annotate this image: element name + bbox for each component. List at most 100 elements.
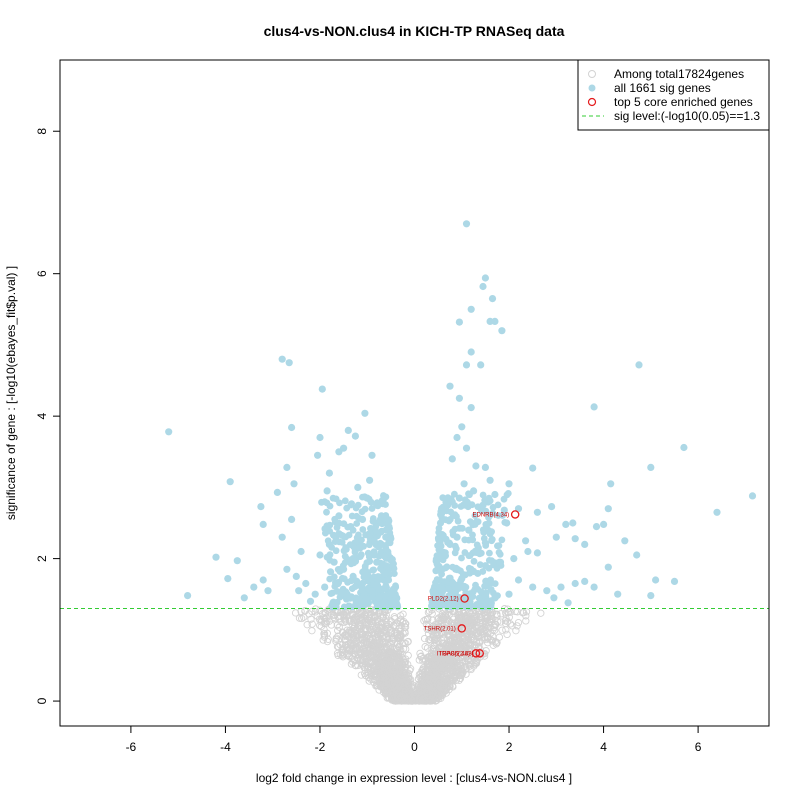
sig-point [467, 404, 475, 412]
sig-point [581, 540, 589, 549]
nonsig-point [389, 654, 398, 663]
sig-point [471, 512, 479, 519]
nonsig-point [512, 627, 520, 635]
x-tick-label: 2 [506, 740, 513, 754]
sig-point [479, 282, 487, 291]
nonsig-point [346, 640, 355, 648]
sig-point [450, 589, 458, 597]
x-axis-label: log2 fold change in expression level : [… [256, 771, 572, 785]
nonsig-point [372, 682, 380, 690]
nonsig-point [483, 618, 491, 627]
nonsig-point [470, 662, 478, 670]
nonsig-point [389, 688, 397, 697]
sig-point [460, 480, 468, 488]
sig-point [259, 520, 267, 529]
nonsig-point [428, 610, 436, 618]
nonsig-point [430, 687, 438, 695]
nonsig-point [426, 652, 434, 660]
sig-point [316, 551, 324, 559]
sig-point [470, 557, 478, 565]
nonsig-point [360, 639, 368, 647]
nonsig-point [474, 615, 482, 624]
sig-point [440, 600, 448, 607]
nonsig-point [432, 649, 441, 658]
top-gene-marker [510, 510, 520, 519]
nonsig-point [362, 608, 370, 617]
sig-point [240, 594, 248, 602]
nonsig-point [376, 623, 385, 631]
sig-point [444, 501, 452, 509]
sig-point [571, 535, 579, 543]
sig-point [471, 521, 479, 528]
sig-point [184, 592, 192, 600]
sig-point [165, 428, 173, 436]
sig-point [456, 602, 463, 609]
sig-point [436, 552, 443, 560]
sig-point [342, 590, 350, 598]
sig-point [713, 508, 721, 516]
sig-point [487, 586, 495, 593]
sig-point [432, 579, 439, 587]
sig-point [347, 523, 355, 531]
sig-point [448, 455, 456, 463]
nonsig-point [522, 608, 531, 616]
sig-point [351, 548, 359, 556]
nonsig-point [373, 659, 381, 667]
nonsig-point [392, 688, 401, 696]
sig-point [472, 462, 480, 470]
sig-point [356, 544, 364, 552]
nonsig-point [430, 641, 438, 650]
sig-point [318, 498, 325, 506]
sig-point [446, 540, 454, 549]
legend-label-top: top 5 core enriched genes [614, 95, 753, 109]
sig-point [273, 488, 281, 496]
nonsig-point [402, 645, 410, 653]
nonsig-point [472, 638, 481, 647]
sig-point [486, 512, 494, 519]
nonsig-point [334, 626, 342, 635]
nonsig-point [339, 645, 348, 654]
sig-point [604, 505, 612, 513]
sig-point [529, 583, 537, 591]
nonsig-point [416, 689, 425, 697]
sig-point [436, 519, 445, 527]
sig-point [302, 579, 310, 588]
sig-point [548, 503, 556, 511]
nonsig-point [537, 609, 545, 617]
sig-point [592, 523, 601, 531]
nonsig-point [401, 692, 410, 700]
sig-point [340, 444, 348, 452]
nonsig-point [303, 621, 311, 629]
sig-point [458, 554, 465, 562]
sig-point [514, 576, 523, 584]
sig-point [462, 444, 471, 452]
sig-point [455, 318, 463, 326]
sig-point [446, 382, 454, 390]
nonsig-point [464, 634, 473, 642]
nonsig-point [446, 643, 455, 651]
nonsig-point [443, 615, 452, 623]
sig-point [469, 531, 476, 539]
sig-point [433, 558, 441, 565]
sig-point [375, 576, 382, 584]
nonsig-point [461, 615, 469, 623]
nonsig-points [291, 604, 545, 705]
sig-point [482, 525, 490, 532]
nonsig-point [338, 628, 347, 636]
sig-point [433, 566, 440, 574]
sig-point [380, 599, 388, 607]
nonsig-point [457, 671, 465, 679]
nonsig-point [451, 662, 459, 670]
nonsig-point [490, 621, 498, 630]
sig-point [442, 516, 449, 524]
sig-point [439, 494, 447, 502]
sig-point [385, 516, 392, 523]
nonsig-point [446, 632, 454, 640]
sig-point [533, 549, 542, 557]
sig-point [496, 558, 504, 566]
sig-point [333, 580, 341, 588]
sig-point [500, 506, 508, 514]
nonsig-point [481, 623, 489, 631]
sig-point [361, 505, 369, 513]
sig-point [486, 497, 494, 505]
